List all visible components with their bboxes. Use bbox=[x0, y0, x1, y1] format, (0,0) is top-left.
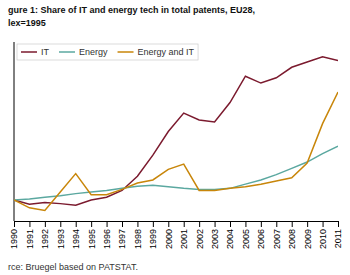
x-tick: 2005 bbox=[241, 221, 251, 249]
legend-swatch bbox=[118, 51, 134, 53]
x-tick-label: 2001 bbox=[179, 229, 189, 249]
legend-box bbox=[17, 44, 198, 60]
x-tick: 2007 bbox=[272, 221, 282, 249]
x-tick-label: 2011 bbox=[333, 229, 343, 248]
x-tick-mark bbox=[184, 221, 185, 227]
x-tick: 2004 bbox=[225, 221, 235, 249]
legend-label: Energy bbox=[79, 47, 108, 57]
x-tick-mark bbox=[91, 221, 92, 227]
chart: gure 1: Share of IT and energy tech in t… bbox=[0, 0, 350, 275]
x-tick-mark bbox=[14, 221, 15, 227]
series-line bbox=[14, 92, 338, 210]
x-tick-label: 1994 bbox=[71, 229, 81, 249]
x-tick-mark bbox=[307, 221, 308, 227]
legend-swatch bbox=[21, 51, 37, 53]
subtitle: lex=1995 bbox=[8, 18, 46, 28]
x-tick-label: 2004 bbox=[225, 229, 235, 249]
x-axis: 1990 1991 1992 1993 1994 1995 1996 1997 1998 1999… bbox=[9, 221, 343, 249]
x-tick-label: 1997 bbox=[117, 229, 127, 249]
x-tick: 2002 bbox=[195, 221, 205, 249]
x-tick: 1995 bbox=[87, 221, 97, 249]
x-tick-mark bbox=[292, 221, 293, 227]
x-tick-mark bbox=[122, 221, 123, 227]
x-tick-label: 2008 bbox=[287, 229, 297, 249]
source-note: rce: Bruegel based on PATSTAT. bbox=[8, 262, 138, 272]
series-line bbox=[14, 146, 338, 200]
x-tick-label: 1995 bbox=[87, 229, 97, 249]
x-tick: 1997 bbox=[117, 221, 127, 249]
x-tick-mark bbox=[199, 221, 200, 227]
x-tick: 1991 bbox=[25, 221, 35, 249]
x-tick-label: 2000 bbox=[164, 229, 174, 249]
legend-swatch bbox=[59, 51, 75, 53]
x-tick-mark bbox=[153, 221, 154, 227]
y-axis-line bbox=[14, 42, 15, 221]
x-tick: 1990 bbox=[9, 221, 19, 249]
x-tick-mark bbox=[107, 221, 108, 227]
x-tick: 2006 bbox=[256, 221, 266, 249]
x-tick-label: 2006 bbox=[256, 229, 266, 249]
x-tick-mark bbox=[29, 221, 30, 227]
x-tick: 1996 bbox=[102, 221, 112, 249]
x-tick-label: 1998 bbox=[133, 229, 143, 249]
x-tick-mark bbox=[215, 221, 216, 227]
x-tick: 1992 bbox=[40, 221, 50, 249]
plot-area: 1990 1991 1992 1993 1994 1995 1996 1997 1998 1999… bbox=[9, 42, 343, 249]
x-tick: 1994 bbox=[71, 221, 81, 249]
x-tick-label: 1996 bbox=[102, 229, 112, 249]
x-tick-label: 2009 bbox=[303, 229, 313, 249]
x-tick-mark bbox=[245, 221, 246, 227]
legend-label: Energy and IT bbox=[138, 47, 195, 57]
x-tick: 1999 bbox=[148, 221, 158, 249]
x-tick-mark bbox=[45, 221, 46, 227]
x-tick-label: 1990 bbox=[9, 229, 19, 249]
x-tick-mark bbox=[338, 221, 339, 227]
x-tick-mark bbox=[168, 221, 169, 227]
x-tick: 2008 bbox=[287, 221, 297, 249]
x-tick-mark bbox=[76, 221, 77, 227]
x-tick: 1993 bbox=[56, 221, 66, 249]
x-tick-label: 1991 bbox=[25, 229, 35, 249]
x-tick-label: 2003 bbox=[210, 229, 220, 249]
x-tick-mark bbox=[137, 221, 138, 227]
x-tick-label: 2007 bbox=[272, 229, 282, 249]
legend-item: Energy and IT bbox=[118, 47, 195, 57]
x-tick-mark bbox=[276, 221, 277, 227]
legend-item: Energy bbox=[59, 47, 108, 57]
x-tick: 2011 bbox=[333, 221, 343, 248]
x-tick-mark bbox=[261, 221, 262, 227]
legend-label: IT bbox=[41, 47, 50, 57]
x-tick: 1998 bbox=[133, 221, 143, 249]
series-line bbox=[14, 57, 338, 205]
x-tick: 2009 bbox=[303, 221, 313, 249]
x-tick-mark bbox=[230, 221, 231, 227]
x-tick-label: 1993 bbox=[56, 229, 66, 249]
x-tick-label: 2002 bbox=[195, 229, 205, 249]
x-tick-label: 2010 bbox=[318, 229, 328, 249]
x-tick-label: 1992 bbox=[40, 229, 50, 249]
series-group bbox=[14, 57, 338, 211]
legend-item: IT bbox=[21, 47, 50, 57]
x-axis-line bbox=[15, 222, 339, 228]
title: gure 1: Share of IT and energy tech in t… bbox=[8, 5, 255, 15]
x-tick: 2000 bbox=[164, 221, 174, 249]
x-tick-label: 1999 bbox=[148, 229, 158, 249]
x-tick-mark bbox=[60, 221, 61, 227]
x-tick-label: 2005 bbox=[241, 229, 251, 249]
x-tick: 2001 bbox=[179, 221, 189, 249]
x-tick-mark bbox=[323, 221, 324, 227]
x-tick: 2003 bbox=[210, 221, 220, 249]
x-tick: 2010 bbox=[318, 221, 328, 249]
legend: IT Energy Energy and IT bbox=[17, 44, 198, 60]
